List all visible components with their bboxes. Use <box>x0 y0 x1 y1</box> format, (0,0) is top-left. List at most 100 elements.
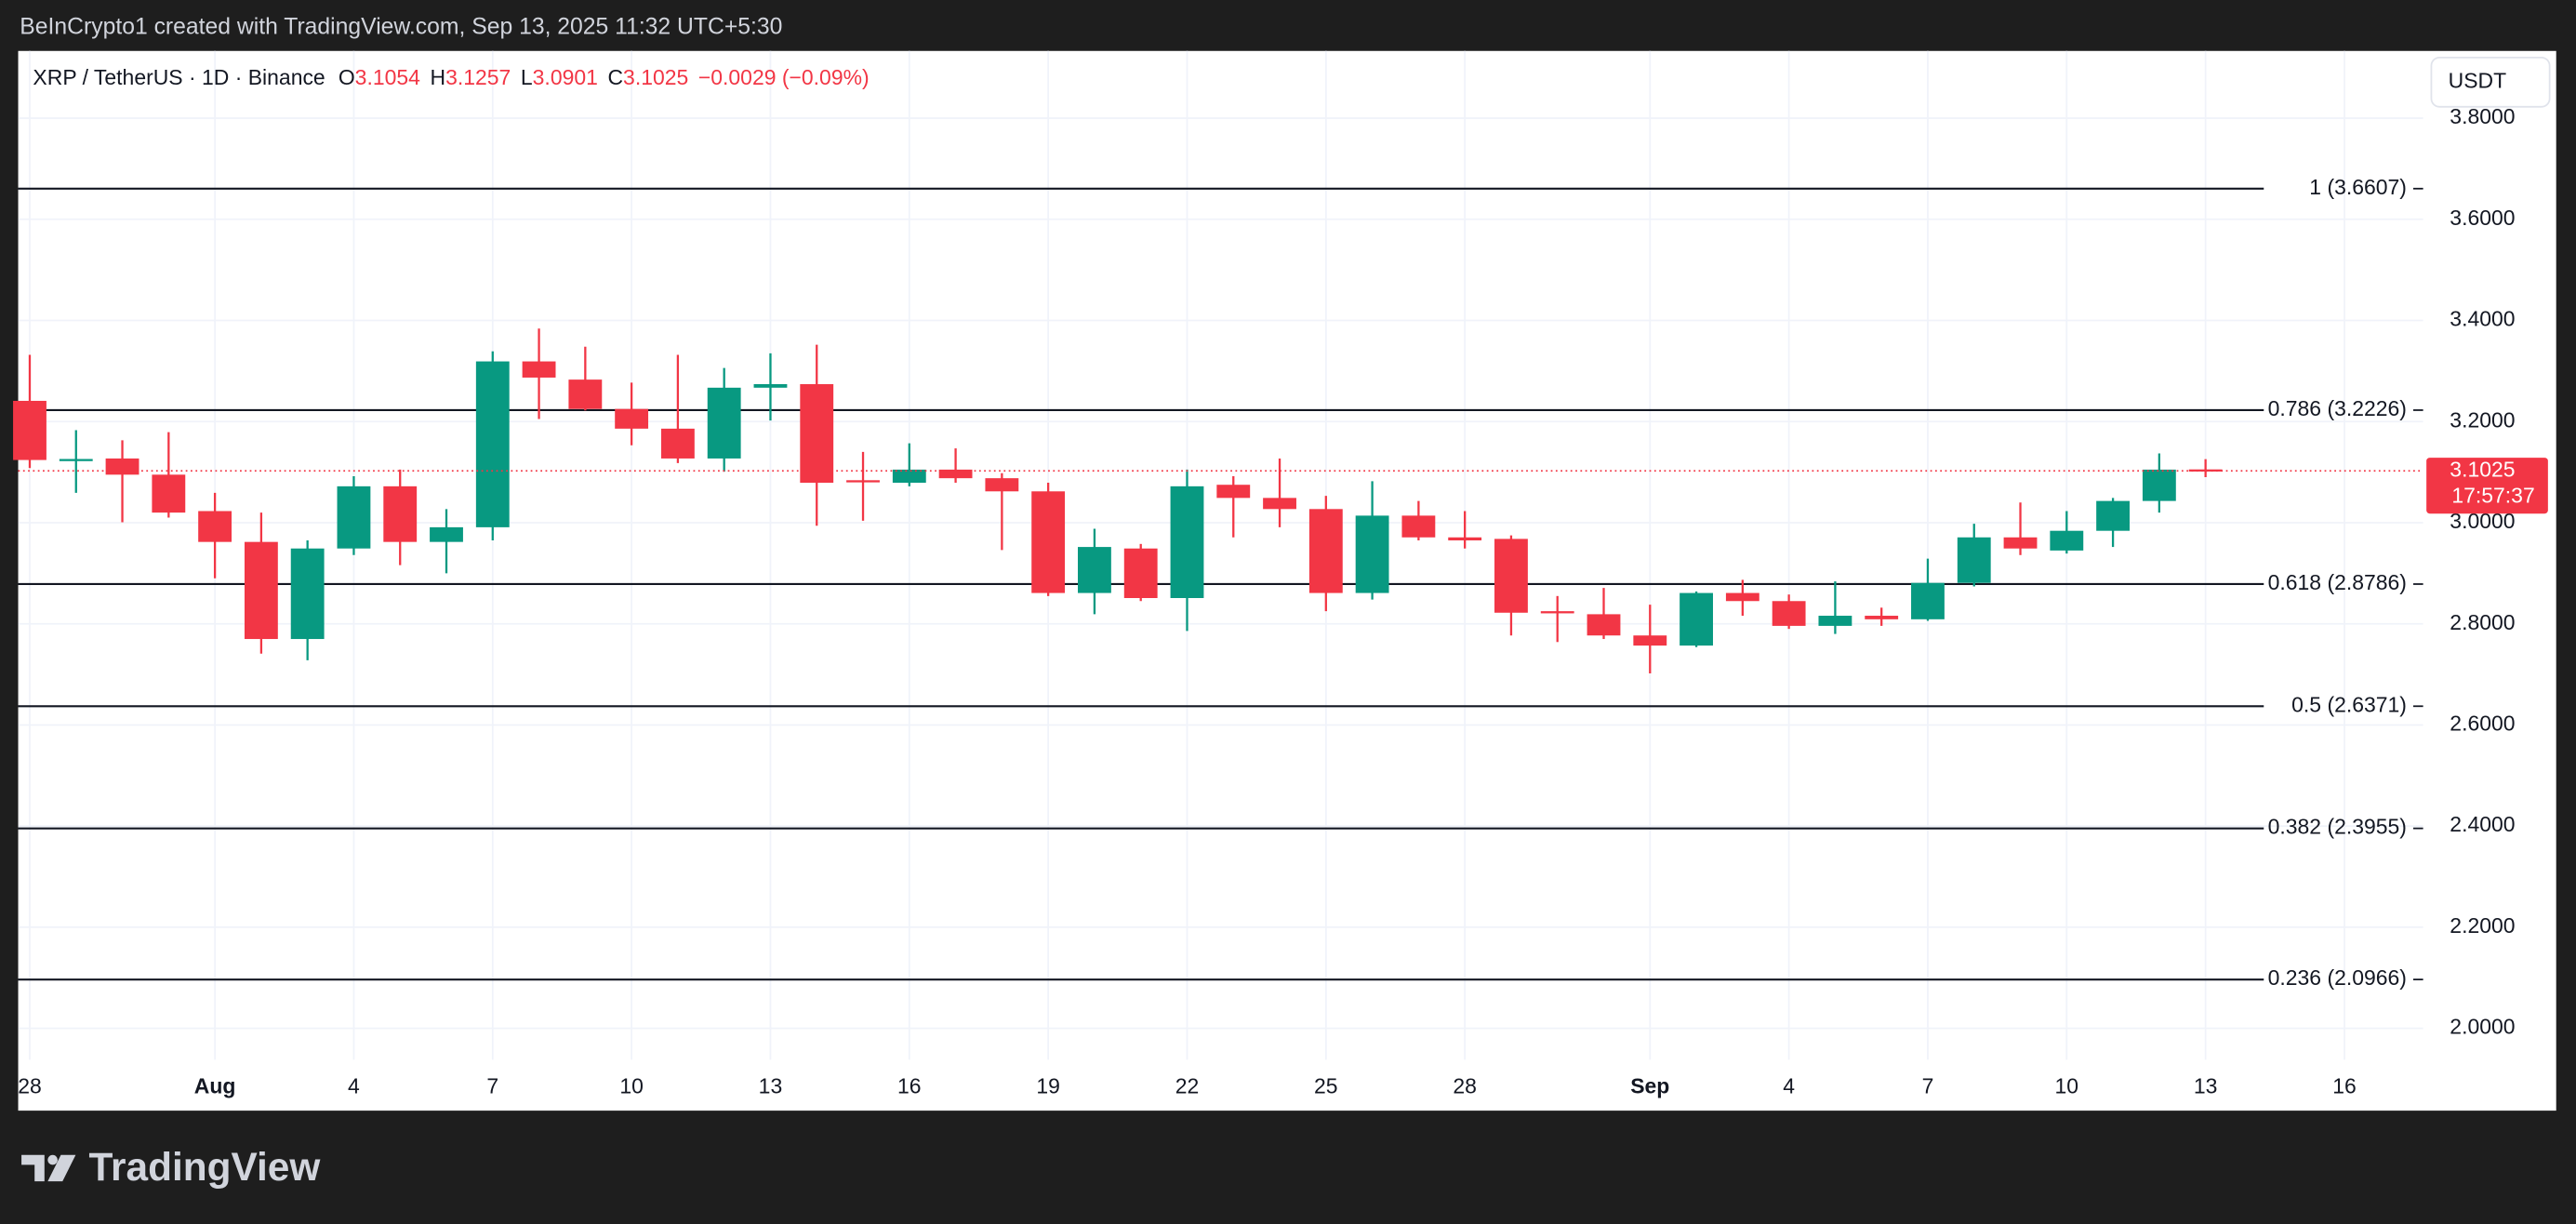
x-tick-label: 10 <box>2055 1073 2079 1098</box>
legend-item: −0.0029 (−0.09%) <box>698 65 870 89</box>
candle-body <box>1587 614 1621 636</box>
legend: XRP / TetherUS · 1D · Binance O3.1054 H3.1… <box>33 65 869 89</box>
x-tick-label: 10 <box>619 1073 644 1098</box>
candle-body <box>59 459 93 461</box>
x-tick-label: 13 <box>2194 1073 2218 1098</box>
candle-body <box>1263 498 1296 510</box>
candle-body <box>2142 469 2176 501</box>
x-tick-label: 19 <box>1036 1073 1060 1098</box>
x-tick-label: Aug <box>194 1073 236 1098</box>
y-tick-label: 2.6000 <box>2450 712 2515 736</box>
legend-item: 3.1257 <box>445 65 511 89</box>
candle-body <box>337 486 371 549</box>
x-tick-label: 4 <box>1783 1073 1795 1098</box>
candle-body <box>1031 491 1066 593</box>
candle-body <box>1633 635 1667 646</box>
candle-body <box>753 384 788 388</box>
candle-body <box>985 478 1019 492</box>
candle-body <box>383 486 418 542</box>
y-tick-label: 2.4000 <box>2450 812 2515 836</box>
logo-text: TradingView <box>88 1145 321 1189</box>
candle-body <box>1818 616 1852 626</box>
candle-body <box>13 400 46 460</box>
legend-item: H <box>431 65 446 89</box>
x-tick-label: 13 <box>759 1073 783 1098</box>
candle-body <box>1448 537 1482 541</box>
candle-body <box>2003 537 2038 549</box>
candle-body <box>1078 547 1111 593</box>
candle-body <box>568 379 603 409</box>
level-label: 0.382 (2.3955) <box>2268 815 2407 839</box>
y-tick-label: 3.8000 <box>2450 104 2515 128</box>
legend-item: L <box>521 65 533 89</box>
plot: 2.00002.20002.40002.60002.80003.00003.20… <box>13 50 2551 1098</box>
candle-body <box>1911 582 1945 619</box>
candle-body <box>152 474 186 513</box>
candle-body <box>892 469 926 484</box>
x-tick-label: 25 <box>1314 1073 1338 1098</box>
candle-body <box>1216 485 1251 499</box>
candle-body <box>1494 539 1528 613</box>
x-tick-label: 4 <box>348 1073 360 1098</box>
currency-label: USDT <box>2449 68 2506 92</box>
candle-body <box>105 458 139 475</box>
legend-item: 3.1025 <box>623 65 688 89</box>
y-tick-label: 3.2000 <box>2450 407 2515 432</box>
candle-body <box>430 526 463 542</box>
level-label: 0.5 (2.6371) <box>2291 692 2407 716</box>
chart-panel <box>18 50 2556 1111</box>
level-label: 0.618 (2.8786) <box>2268 570 2407 594</box>
candle-body <box>1957 537 1991 583</box>
credit: BeInCrypto1 created with TradingView.com… <box>20 15 782 40</box>
candle-body <box>522 361 556 378</box>
x-tick-label: 28 <box>18 1073 42 1098</box>
candle-body <box>1725 592 1759 602</box>
level-label: 0.236 (2.0966) <box>2268 965 2407 990</box>
candle-body <box>800 384 834 484</box>
x-tick-label: 16 <box>897 1073 922 1098</box>
legend-item: 3.0901 <box>533 65 598 89</box>
currency-button[interactable] <box>2430 56 2551 108</box>
x-tick-label: 22 <box>1175 1073 1200 1098</box>
candle-body <box>2050 530 2084 551</box>
x-tick-label: 7 <box>1922 1073 1934 1098</box>
legend-item: 3.1054 <box>355 65 420 89</box>
candle-body <box>1308 509 1343 593</box>
candle-body <box>660 428 695 459</box>
x-tick-label: Sep <box>1630 1073 1669 1098</box>
candle-body <box>1540 611 1574 614</box>
candle-body <box>2188 469 2223 472</box>
candle-body <box>475 361 510 527</box>
candle-body <box>707 387 741 459</box>
candle-body <box>1401 515 1436 538</box>
y-tick-label: 2.0000 <box>2450 1015 2515 1039</box>
legend-item: C <box>607 65 623 89</box>
y-tick-label: 3.6000 <box>2450 206 2515 230</box>
price-tag-countdown: 17:57:37 <box>2451 484 2534 508</box>
level-label: 0.786 (3.2226) <box>2268 396 2407 420</box>
candle-body <box>290 548 325 640</box>
candle-body <box>615 408 649 429</box>
candle-body <box>1680 592 1713 646</box>
candle-body <box>1123 548 1158 598</box>
x-tick-label: 28 <box>1453 1073 1477 1098</box>
x-tick-label: 16 <box>2332 1073 2357 1098</box>
candle-body <box>846 480 880 483</box>
candle-body <box>244 541 278 640</box>
x-tick-label: 7 <box>486 1073 498 1098</box>
y-tick-label: 2.2000 <box>2450 913 2515 938</box>
candle-body <box>198 511 232 542</box>
candle-body <box>1772 601 1806 626</box>
logo-icon <box>21 1154 76 1182</box>
legend-item: O <box>339 65 355 89</box>
candle-body <box>1865 616 1899 619</box>
y-tick-label: 2.8000 <box>2450 610 2515 634</box>
price-tag-value: 3.1025 <box>2450 457 2515 481</box>
candle-body <box>1170 486 1204 598</box>
candle-body <box>2096 500 2131 531</box>
level-label: 1 (3.6607) <box>2309 175 2407 199</box>
candle-body <box>1355 515 1389 593</box>
y-tick-label: 3.4000 <box>2450 307 2515 331</box>
